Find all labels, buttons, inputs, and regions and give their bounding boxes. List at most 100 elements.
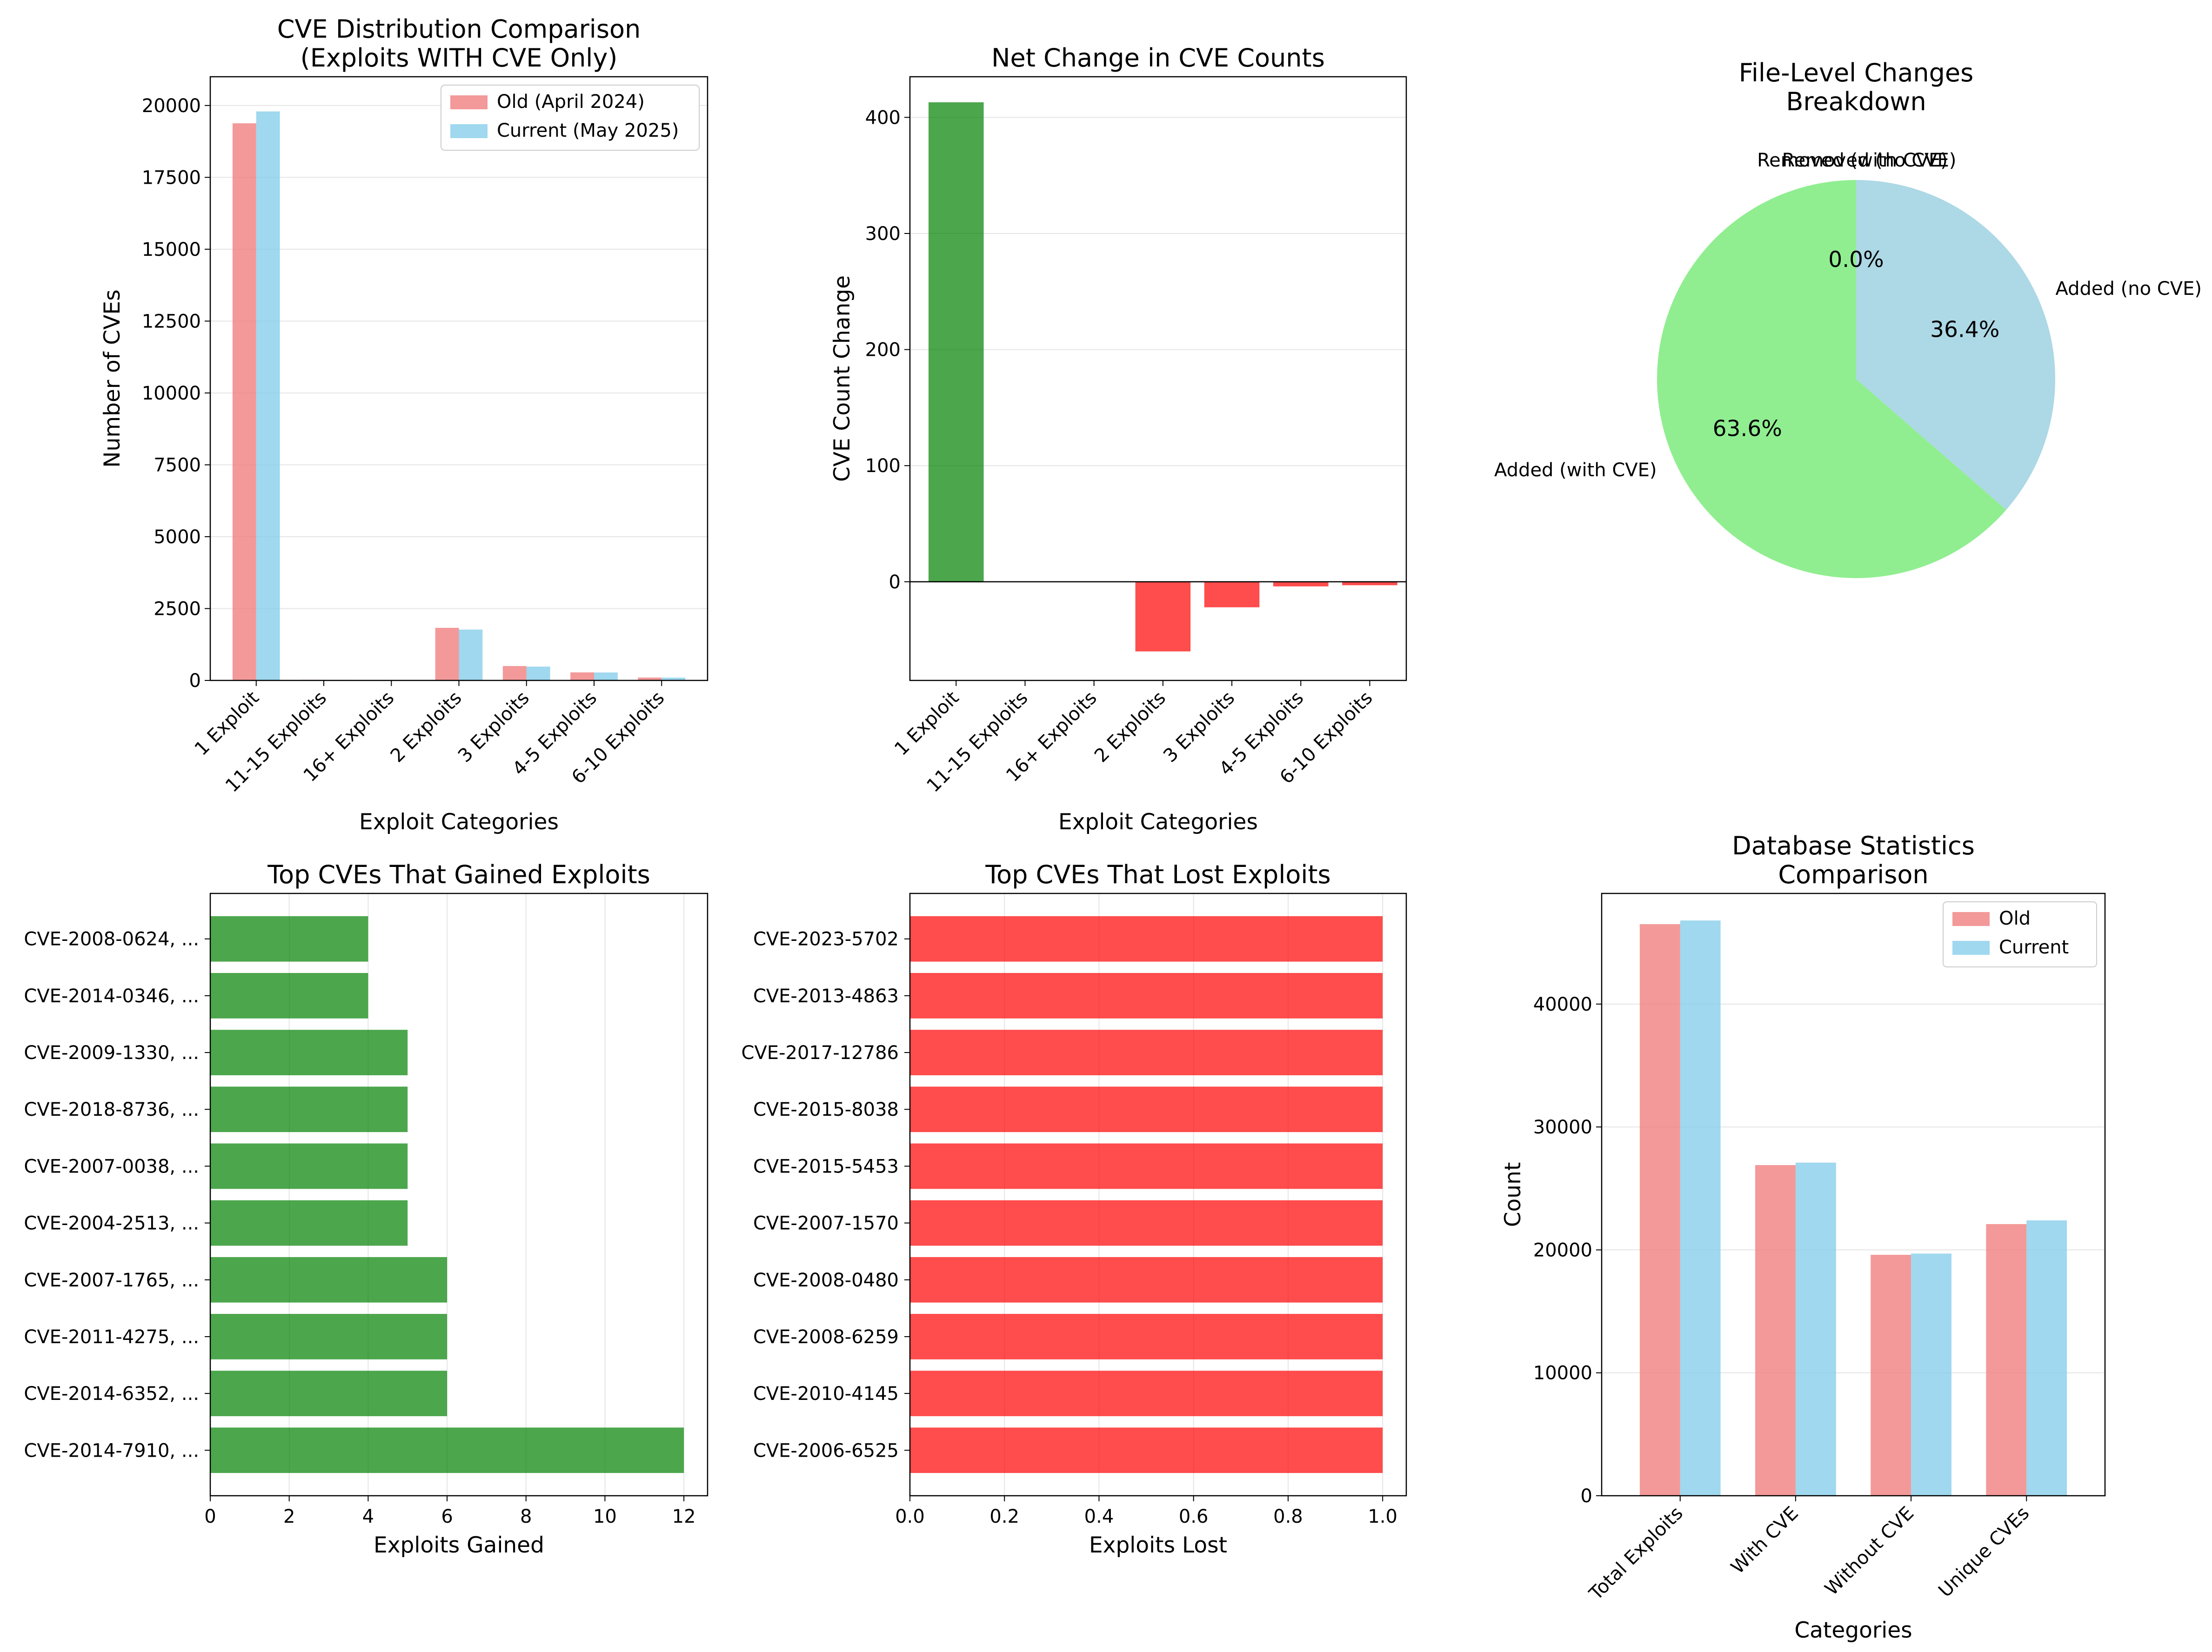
gained-ytick-label: CVE-2014-0346, ... [24, 986, 199, 1007]
lost-bar [910, 1257, 1383, 1303]
db-stats-legend-label: Old [1999, 908, 2031, 929]
cve-distribution-title-line-1: (Exploits WITH CVE Only) [301, 43, 618, 73]
db-stats-xlabel: Categories [1794, 1618, 1912, 1643]
cve-distribution-legend-label: Current (May 2025) [497, 120, 679, 141]
cve-distribution-ytick-label: 0 [189, 670, 201, 692]
db-stats-bar-current [1911, 1253, 1951, 1496]
gained-xtick-label: 0 [204, 1506, 216, 1527]
gained-frame [209, 893, 708, 1497]
cve-distribution-ytick-label: 20000 [142, 95, 201, 117]
net-change-bar [1273, 581, 1329, 586]
cve-distribution-ytick-label: 5000 [154, 526, 201, 548]
gained-bar [210, 1086, 408, 1132]
gained-chart: 0 2 4 6 8 10 12 CVE-2008-0624, ... CVE-2014-0346… [24, 860, 708, 1558]
lost-bar [910, 1200, 1383, 1246]
db-stats-bar-old [1871, 1255, 1911, 1496]
db-stats-title-line-0: Database Statistics [1732, 831, 1975, 860]
net-change-bar [1342, 581, 1397, 586]
db-stats-ytick-label: 20000 [1533, 1239, 1592, 1261]
gained-ytick-label: CVE-2011-4275, ... [24, 1326, 199, 1348]
cve-distribution-ytick-label: 2500 [154, 598, 201, 620]
cve-distribution-bar-current [662, 678, 686, 680]
gained-ytick-label: CVE-2014-6352, ... [24, 1383, 199, 1405]
net-change-bar [1135, 581, 1191, 652]
cve-distribution-ytick-label: 7500 [154, 454, 201, 476]
file-level-slice-label: Removed (with CVE) [1757, 150, 1948, 171]
gained-ytick-label: CVE-2018-8736, ... [24, 1099, 199, 1120]
gained-xtick-label: 2 [283, 1506, 295, 1527]
cve-distribution-title-line-0: CVE Distribution Comparison [277, 14, 641, 44]
cve-distribution-bar-old [502, 666, 527, 680]
cve-distribution-bar-current [256, 111, 280, 680]
db-stats-legend-swatch [1952, 941, 1990, 955]
lost-bar [910, 1371, 1383, 1416]
cve-distribution-legend-swatch [450, 124, 488, 138]
gained-xtick-label: 10 [593, 1506, 617, 1527]
db-stats-bar-current [2026, 1220, 2067, 1496]
gained-bar [210, 916, 368, 962]
db-stats-bar-current [1795, 1162, 1836, 1496]
gained-xtick-label: 12 [672, 1506, 696, 1527]
lost-bar [910, 1427, 1383, 1473]
lost-ytick-label: CVE-2013-4863 [753, 986, 899, 1007]
file-level-slice [1856, 180, 2055, 510]
cve-distribution-legend-swatch [450, 95, 488, 109]
lost-bar [910, 973, 1383, 1019]
gained-ytick-label: CVE-2014-7910, ... [24, 1440, 199, 1461]
file-level-title-line-1: Breakdown [1786, 87, 1926, 116]
db-stats-title-line-1: Comparison [1778, 860, 1928, 889]
gained-bar [210, 1030, 408, 1075]
lost-bar [910, 1143, 1383, 1189]
gained-bar [210, 1257, 448, 1303]
cve-distribution-frame [209, 76, 708, 681]
cve-distribution-ytick-label: 10000 [142, 383, 201, 404]
file-level-slice-label: Removed (no CVE) [1782, 150, 1957, 171]
lost-xtick-label: 0.2 [989, 1506, 1019, 1527]
lost-ytick-label: CVE-2006-6525 [753, 1440, 899, 1461]
db-stats-bar-old [1639, 924, 1680, 1496]
gained-xtick-label: 8 [520, 1506, 532, 1527]
cve-distribution-bar-old [638, 677, 662, 680]
db-stats-ytick-label: 10000 [1533, 1363, 1592, 1384]
cve-distribution-ylabel: Number of CVEs [100, 289, 125, 467]
db-stats-ylabel: Count [1500, 1162, 1526, 1227]
net-change-bar [1204, 581, 1260, 607]
lost-title-line-0: Top CVEs That Lost Exploits [985, 860, 1330, 889]
gained-title-line-0: Top CVEs That Gained Exploits [267, 860, 650, 889]
cve-distribution-bar-current [594, 672, 618, 680]
db-stats-ytick-label: 30000 [1533, 1117, 1592, 1138]
lost-ytick-label: CVE-2015-8038 [753, 1099, 899, 1120]
cve-distribution-xlabel: Exploit Categories [359, 809, 559, 835]
net-change-xlabel: Exploit Categories [1058, 809, 1258, 835]
cve-distribution-legend: Old (April 2024) Current (May 2025) [441, 85, 700, 151]
lost-ytick-label: CVE-2017-12786 [742, 1042, 899, 1064]
charts-root: 025005000750010000125001500017500200001 … [24, 14, 2202, 1643]
lost-ytick-label: CVE-2007-1570 [753, 1213, 899, 1234]
gained-bar [210, 1427, 684, 1473]
gained-ytick-label: CVE-2007-0038, ... [24, 1156, 199, 1177]
lost-chart: 0.0 0.2 0.4 0.6 0.8 1.0 CVE-2023-5702 CVE-2013-… [742, 860, 1407, 1558]
cve-distribution-bar-old [570, 672, 594, 680]
db-stats-ytick-label: 40000 [1533, 994, 1592, 1015]
lost-ytick-label: CVE-2015-5453 [753, 1156, 899, 1177]
net-change-ytick-label: 200 [865, 340, 901, 361]
db-stats-bar-current [1680, 920, 1721, 1496]
net-change-ytick-label: 100 [865, 455, 901, 477]
gained-bar [210, 1143, 408, 1189]
gained-ytick-label: CVE-2007-1765, ... [24, 1270, 199, 1291]
lost-bar [910, 916, 1383, 962]
file-level-slice [1657, 180, 2006, 578]
lost-bar [910, 1086, 1383, 1132]
gained-bar [210, 1200, 408, 1246]
lost-bar [910, 1314, 1383, 1359]
lost-ytick-label: CVE-2023-5702 [753, 929, 899, 950]
cve-distribution-ytick-label: 12500 [142, 311, 201, 332]
lost-xtick-label: 1.0 [1368, 1506, 1397, 1527]
net-change-ylabel: CVE Count Change [829, 275, 855, 482]
net-change-ytick-label: 300 [865, 223, 901, 245]
file-level-slice-pct: 63.6% [1713, 416, 1782, 441]
lost-xtick-label: 0.4 [1084, 1506, 1114, 1527]
cve-distribution-bar-current [459, 629, 483, 680]
gained-ytick-label: CVE-2008-0624, ... [24, 929, 199, 950]
